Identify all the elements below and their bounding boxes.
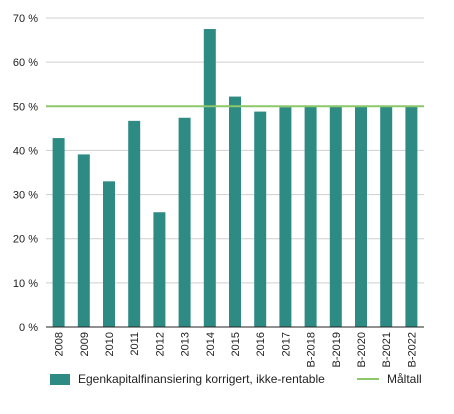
x-tick-label: B-2021: [381, 332, 393, 367]
legend: Egenkapitalfinansiering korrigert, ikke-…: [0, 372, 454, 394]
x-tick-label: 2009: [79, 332, 91, 356]
legend-label-target: Måltall: [387, 372, 422, 386]
legend-label-series: Egenkapitalfinansiering korrigert, ikke-…: [78, 372, 325, 386]
bar: [254, 111, 267, 327]
x-tick-label: 2012: [154, 332, 166, 356]
x-tick-label: 2010: [104, 332, 116, 356]
x-tick-label: 2014: [205, 332, 217, 356]
x-axis-ticks: 2008 2009 2010 2011 2012 2013 2014 2015 2016 2017…: [54, 332, 419, 367]
bar: [178, 117, 191, 328]
y-tick-label: 30 %: [13, 190, 38, 202]
bar: [52, 138, 65, 327]
y-tick-label: 60 %: [13, 57, 38, 69]
bar: [355, 106, 367, 328]
legend-item-series: Egenkapitalfinansiering korrigert, ikke-…: [50, 372, 325, 386]
x-tick-label: 2017: [280, 332, 292, 356]
x-tick-label: 2008: [54, 332, 66, 356]
y-tick-label: 20 %: [13, 234, 38, 246]
x-tick-label: 2013: [180, 332, 192, 356]
bar: [103, 181, 115, 327]
bar: [203, 29, 216, 328]
bar: [329, 106, 342, 328]
y-axis-ticks: 0 % 10 % 20 % 30 % 40 % 50 % 60 % 70 %: [13, 13, 38, 334]
bar: [77, 154, 90, 327]
x-tick-label: B-2020: [356, 332, 368, 367]
y-tick-label: 50 %: [13, 101, 38, 113]
legend-swatch-target: [357, 378, 379, 380]
bar: [380, 106, 393, 328]
bar: [304, 106, 317, 328]
y-tick-label: 0 %: [19, 322, 38, 334]
bar: [128, 120, 141, 327]
bar: [405, 106, 418, 328]
y-tick-label: 40 %: [13, 145, 38, 157]
bar: [279, 107, 292, 327]
y-tick-label: 70 %: [13, 13, 38, 25]
x-tick-label: B-2018: [306, 332, 318, 367]
bar: [153, 212, 166, 327]
y-tick-label: 10 %: [13, 278, 38, 290]
x-tick-label: B-2019: [331, 332, 343, 367]
x-tick-label: 2015: [230, 332, 242, 356]
x-tick-label: 2011: [129, 332, 141, 356]
bars: [52, 29, 418, 328]
legend-item-target: Måltall: [357, 372, 422, 386]
legend-swatch-series: [50, 373, 70, 385]
x-tick-label: 2016: [255, 332, 267, 356]
x-tick-label: B-2022: [406, 332, 418, 367]
bar: [229, 96, 241, 328]
